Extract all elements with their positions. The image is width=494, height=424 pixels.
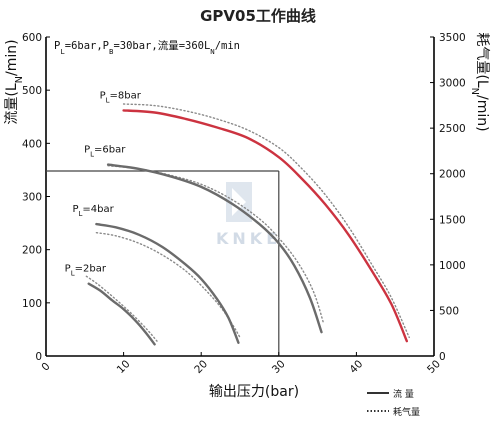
y-right-tick-label: 500 xyxy=(439,305,459,317)
y-right-tick-label: 2000 xyxy=(439,169,466,181)
consumption-line-p-l-4bar xyxy=(95,232,241,339)
y-left-tick-label: 600 xyxy=(22,32,42,44)
left-axis-title: 流量(LN/min) xyxy=(4,39,25,124)
x-tick-label: 20 xyxy=(192,358,210,376)
y-left-tick-label: 200 xyxy=(22,245,42,257)
series-p-l-6bar: PL=6bar xyxy=(84,145,325,334)
chart-title: GPV05工作曲线 xyxy=(200,7,316,25)
reference-lines xyxy=(46,170,280,356)
y-left-tick-label: 300 xyxy=(22,192,42,204)
legend-flow-label: 流 量 xyxy=(393,388,414,400)
flow-line-p-l-4bar xyxy=(95,222,240,344)
y-left-tick-label: 500 xyxy=(22,85,42,97)
x-tick-label: 30 xyxy=(270,358,288,376)
curve-label-p-l-4bar: PL=4bar xyxy=(72,204,114,218)
flow-line-p-l-8bar xyxy=(122,109,408,343)
x-tick-label: 40 xyxy=(347,358,365,376)
legend: 流 量 耗气量 xyxy=(367,388,420,418)
condition-text: PL=6bar,PB=30bar,流量=360LN/min xyxy=(54,39,240,56)
consumption-line-p-l-8bar xyxy=(122,103,410,339)
y-left-tick-label: 0 xyxy=(35,351,42,363)
series-layer: PL=2bar PL=4bar PL=6bar PL=8bar xyxy=(65,90,410,346)
curve-label-p-l-6bar: PL=6bar xyxy=(84,145,126,159)
curve-label-p-l-8bar: PL=8bar xyxy=(100,90,142,104)
legend-consumption-label: 耗气量 xyxy=(393,406,420,418)
right-axis-title: 耗气量(LN/min) xyxy=(470,32,491,131)
curve-label-p-l-2bar: PL=2bar xyxy=(65,264,107,278)
flow-line-p-l-2bar xyxy=(87,282,156,346)
y-left-tick-label: 400 xyxy=(22,138,42,150)
series-p-l-2bar: PL=2bar xyxy=(65,264,158,346)
x-axis-title: 输出压力(bar) xyxy=(209,384,299,400)
y-right-tick-label: 2500 xyxy=(439,123,466,135)
y-right-tick-label: 3500 xyxy=(439,32,466,44)
watermark-text: KNKE xyxy=(216,229,281,248)
series-p-l-8bar: PL=8bar xyxy=(100,90,410,343)
consumption-line-p-l-2bar xyxy=(85,275,158,342)
x-tick-label: 10 xyxy=(115,358,133,376)
flow-line-p-l-6bar xyxy=(106,163,323,334)
series-p-l-4bar: PL=4bar xyxy=(72,204,241,344)
y-right-tick-label: 0 xyxy=(439,351,446,363)
y-right-tick-label: 1500 xyxy=(439,214,466,226)
watermark-logo: KNKE xyxy=(216,182,281,248)
y-right-tick-label: 1000 xyxy=(439,260,466,272)
y-left-tick-label: 100 xyxy=(22,298,42,310)
y-right-tick-label: 3000 xyxy=(439,78,466,90)
